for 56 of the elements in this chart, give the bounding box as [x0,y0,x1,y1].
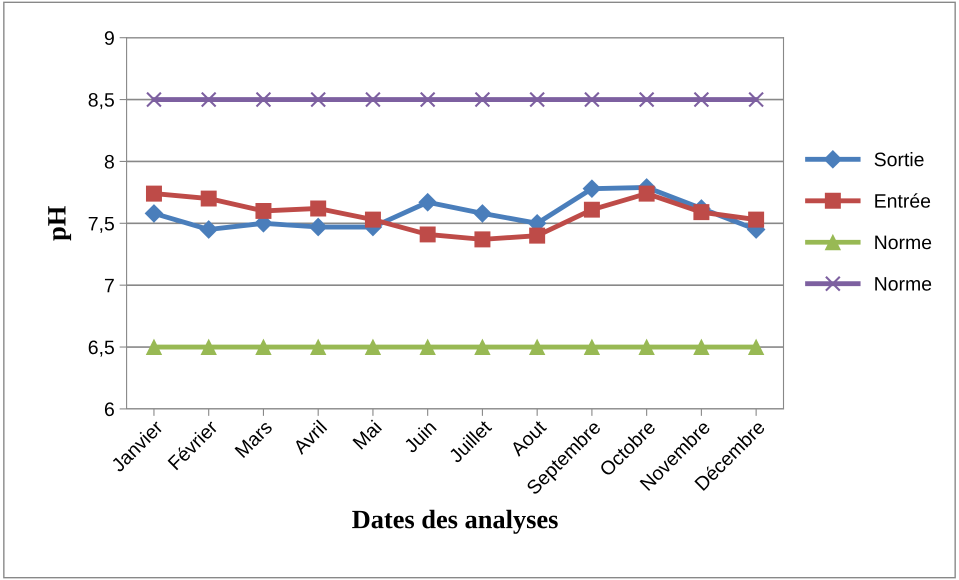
point [748,92,764,108]
point [584,202,600,218]
point [693,339,710,356]
point [638,339,655,356]
point [420,92,436,108]
point [693,92,710,108]
point [146,92,162,108]
point [748,212,764,228]
point [309,218,328,236]
point [255,92,272,108]
point [693,204,710,220]
y-tick-label: 8 [104,154,114,169]
point [474,339,490,356]
x-tick-label: Mai [352,420,382,450]
point [420,339,436,356]
point [146,186,162,202]
y-tick-label: 6 [104,402,114,416]
x-tick-label: Juin [402,420,437,454]
point [473,204,492,223]
point [200,220,218,239]
point [310,92,326,108]
y-tick-label: 7,5 [88,216,114,233]
point [638,92,655,108]
point [638,186,655,202]
point [255,339,272,356]
y-tick-label: 6,5 [88,340,114,357]
point [418,193,437,212]
x-axis-title: Dates des analyses [352,510,558,534]
y-tick-label: 8,5 [88,93,114,110]
point [255,202,272,219]
point [364,92,381,108]
point [584,92,600,108]
point [364,212,381,228]
point [748,339,764,356]
legend-label: Norme [875,277,932,291]
point [310,200,326,216]
legend-label: Sortie [874,152,924,166]
point [200,92,217,108]
point [529,339,546,356]
point [529,228,546,244]
legend-label: Norme [875,236,932,250]
y-axis-title: pH [48,206,72,241]
point [420,226,436,242]
y-tick-label: 9 [104,31,114,45]
point [364,339,381,356]
y-tick-label: 7 [104,278,114,292]
point [474,92,490,108]
legend-label: Entrée [875,193,930,208]
point [310,339,326,356]
point [529,92,546,108]
point [200,339,217,356]
point [584,339,600,356]
point [144,204,164,223]
point [200,190,217,207]
point [474,231,490,248]
point [146,339,162,356]
